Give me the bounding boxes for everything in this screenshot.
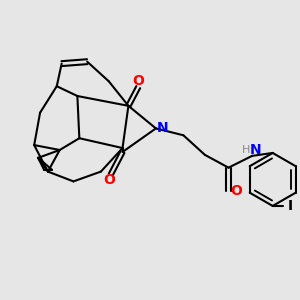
Text: O: O <box>103 173 115 188</box>
Text: O: O <box>132 74 144 88</box>
Text: N: N <box>250 143 262 157</box>
Text: I: I <box>288 199 293 213</box>
Text: N: N <box>157 122 169 135</box>
Text: O: O <box>230 184 242 198</box>
Text: H: H <box>242 145 250 155</box>
